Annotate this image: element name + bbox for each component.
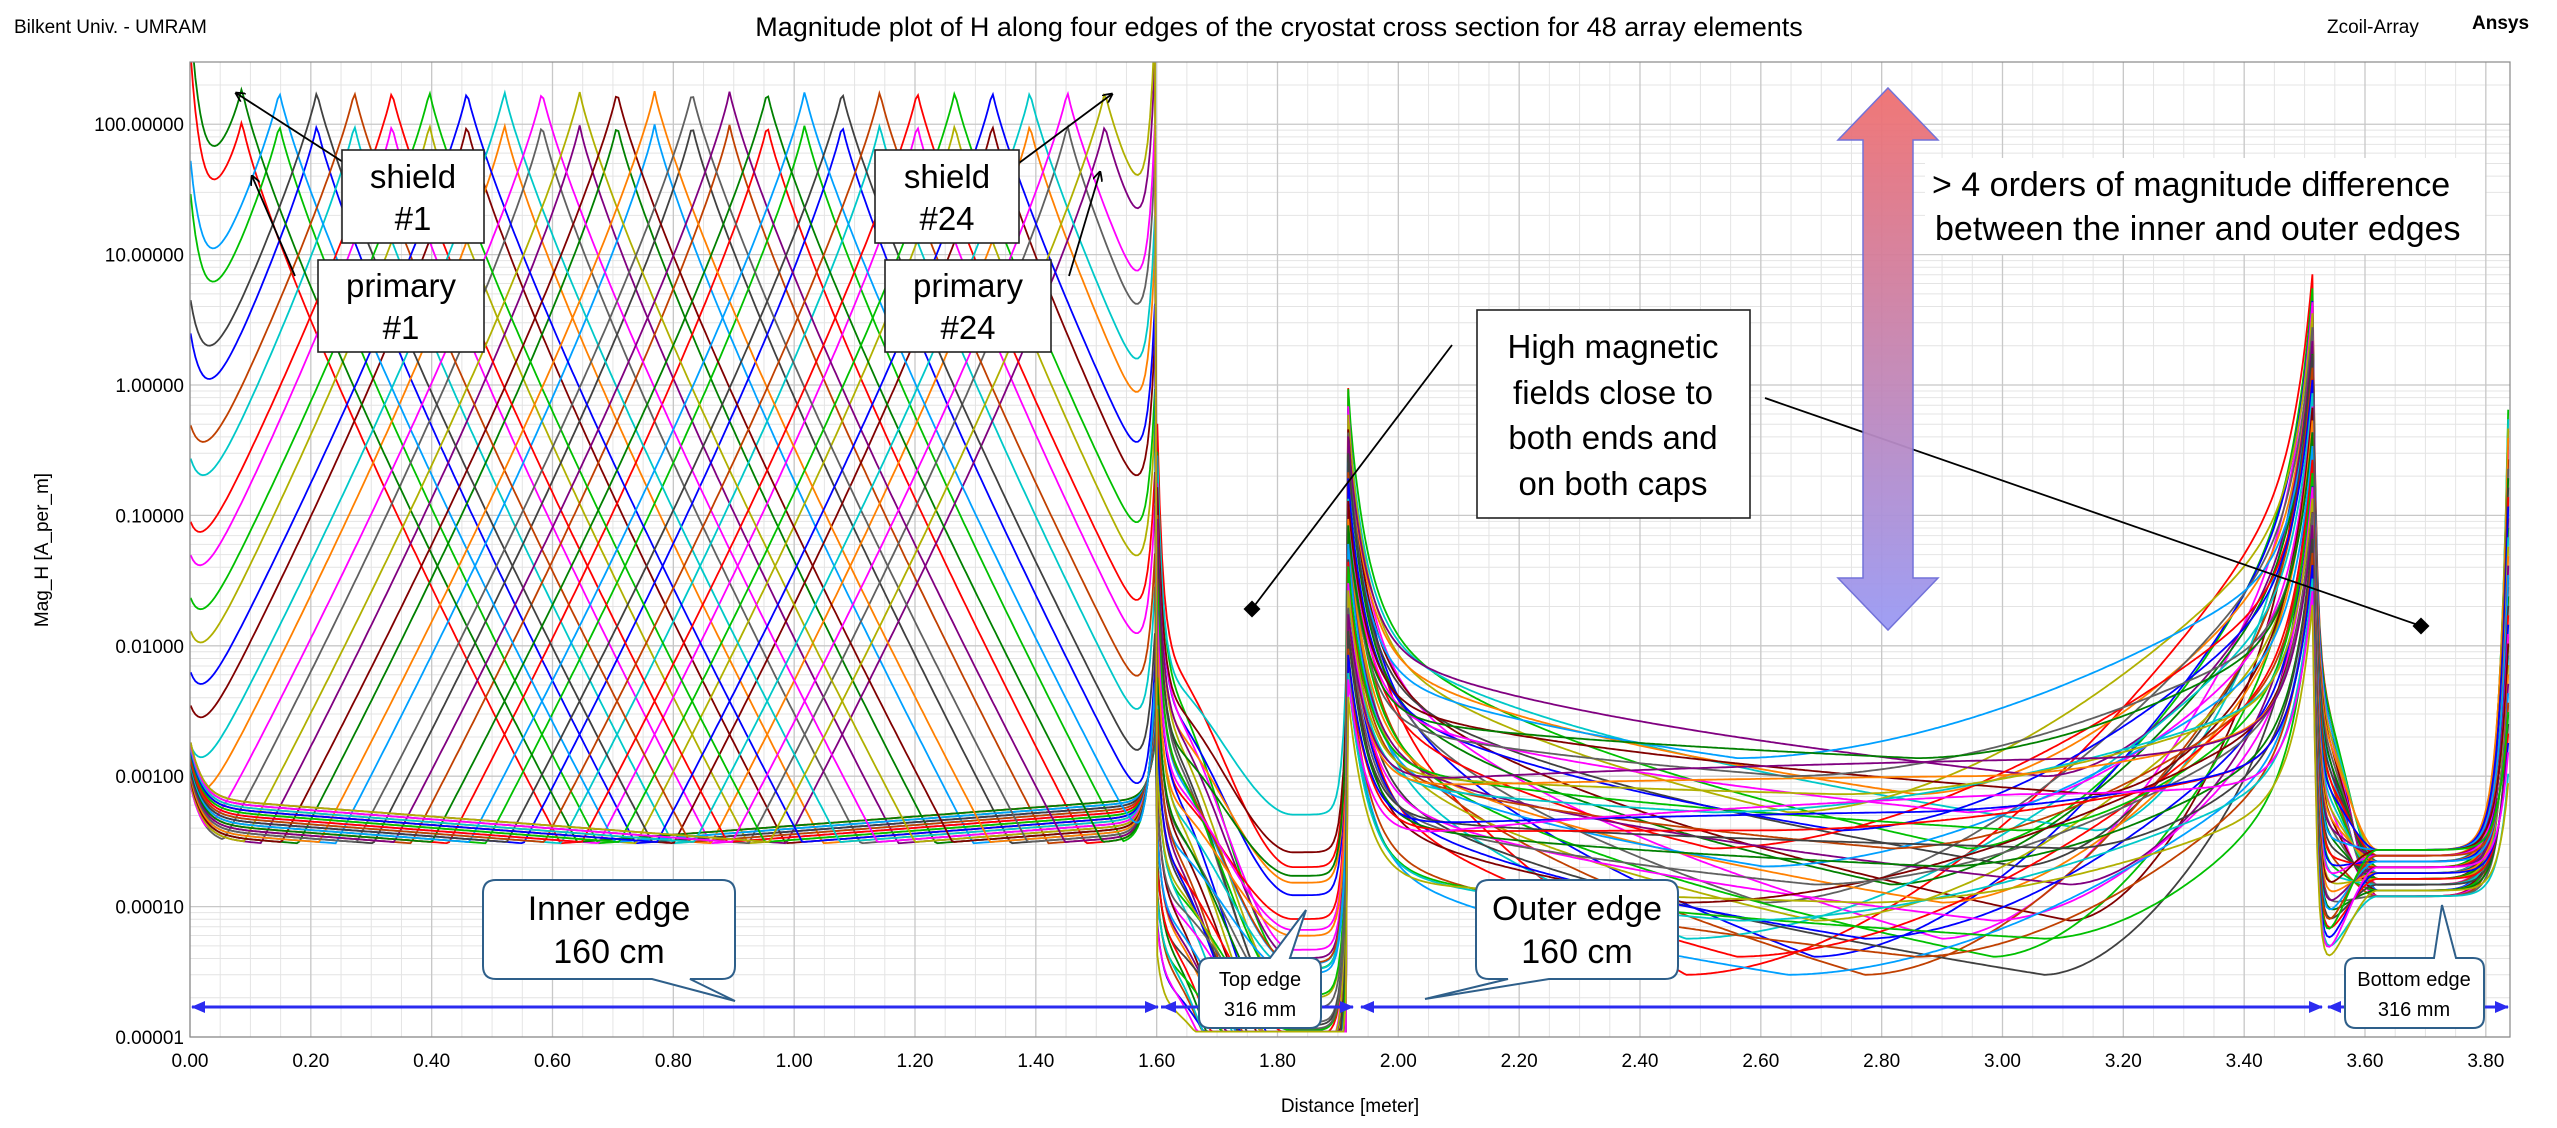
x-tick-labels: 0.00 0.20 0.40 0.60 0.80 1.00 1.20 1.40 1.60 1.80… — [172, 1051, 2505, 1072]
svg-text:#24: #24 — [940, 309, 995, 346]
high-fields-label-box: High magnetic fields close to both ends … — [1476, 309, 1751, 519]
y-axis-label: Mag_H [A_per_m] — [32, 473, 53, 627]
orders-of-magnitude-text: > 4 orders of magnitude difference betwe… — [1925, 158, 2485, 254]
header-left: Bilkent Univ. - UMRAM — [14, 17, 207, 38]
svg-text:fields close to: fields close to — [1513, 374, 1713, 411]
x-tick-label: 3.00 — [1984, 1051, 2021, 1072]
x-tick-label: 2.60 — [1742, 1051, 1779, 1072]
pointer-marker-right — [2412, 617, 2430, 635]
x-tick-label: 2.20 — [1501, 1051, 1538, 1072]
chart-title: Magnitude plot of H along four edges of … — [755, 12, 1803, 42]
brand-label: Ansys — [2472, 13, 2529, 34]
series-line — [190, 62, 2510, 1033]
x-tick-label: 2.40 — [1622, 1051, 1659, 1072]
y-tick-label: 0.10000 — [115, 506, 184, 527]
series-line — [190, 93, 2510, 1033]
header-right: Zcoil-Array — [2327, 17, 2419, 38]
svg-text:> 4 orders of magnitude differ: > 4 orders of magnitude difference — [1932, 166, 2450, 204]
series-line — [190, 90, 2510, 1033]
pointer-marker-left — [1243, 600, 1261, 618]
series-line — [190, 127, 2510, 1033]
x-tick-label: 3.80 — [2467, 1051, 2504, 1072]
svg-text:160 cm: 160 cm — [553, 933, 665, 971]
shield1-label-box: shield #1 — [341, 149, 485, 244]
bottom-edge-callout: Bottom edge 316 mm — [2344, 904, 2485, 1029]
svg-text:High magnetic: High magnetic — [1508, 328, 1719, 365]
primary1-label-box: primary #1 — [317, 259, 485, 353]
series-group — [190, 62, 2510, 1033]
y-tick-label: 10.00000 — [105, 246, 184, 267]
x-tick-label: 1.20 — [897, 1051, 934, 1072]
outer-edge-callout: Outer edge 160 cm — [1424, 879, 1679, 1000]
y-tick-label: 0.00001 — [115, 1028, 184, 1049]
x-tick-label: 2.00 — [1380, 1051, 1417, 1072]
magnitude-difference-arrow — [1836, 86, 1940, 632]
svg-text:shield: shield — [370, 158, 456, 195]
x-tick-label: 3.40 — [2226, 1051, 2263, 1072]
y-tick-label: 100.00000 — [94, 115, 184, 136]
svg-text:primary: primary — [346, 267, 457, 304]
svg-text:between the inner and outer ed: between the inner and outer edges — [1935, 210, 2461, 248]
x-tick-label: 3.20 — [2105, 1051, 2142, 1072]
svg-text:Bottom edge: Bottom edge — [2357, 969, 2470, 991]
y-tick-labels: 100.00000 10.00000 1.00000 0.10000 0.01000 0.… — [94, 115, 184, 1049]
series-line — [190, 129, 2510, 1027]
x-axis-label: Distance [meter] — [1281, 1096, 1419, 1117]
y-tick-label: 1.00000 — [115, 376, 184, 397]
shield24-label-box: shield #24 — [874, 149, 1020, 244]
svg-text:#24: #24 — [919, 200, 974, 237]
svg-text:on both caps: on both caps — [1519, 465, 1708, 502]
x-tick-label: 0.80 — [655, 1051, 692, 1072]
svg-text:shield: shield — [904, 158, 990, 195]
x-tick-label: 0.60 — [534, 1051, 571, 1072]
x-tick-label: 0.40 — [413, 1051, 450, 1072]
y-tick-label: 0.00100 — [115, 767, 184, 788]
x-tick-label: 0.20 — [292, 1051, 329, 1072]
primary24-label-box: primary #24 — [884, 259, 1052, 353]
plot-frame — [189, 61, 2511, 1038]
top-edge-callout: Top edge 316 mm — [1198, 909, 1322, 1029]
series-line — [190, 90, 2510, 1032]
series-line — [190, 123, 2510, 999]
series-line — [190, 91, 2510, 1033]
x-tick-label: 1.00 — [776, 1051, 813, 1072]
svg-text:#1: #1 — [383, 309, 420, 346]
svg-text:Inner edge: Inner edge — [528, 890, 691, 928]
svg-text:316 mm: 316 mm — [1224, 999, 1296, 1021]
series-line — [190, 92, 2510, 974]
x-tick-label: 1.80 — [1259, 1051, 1296, 1072]
svg-text:#1: #1 — [395, 200, 432, 237]
y-tick-label: 0.01000 — [115, 637, 184, 658]
svg-text:316 mm: 316 mm — [2378, 999, 2450, 1021]
x-tick-label: 0.00 — [172, 1051, 209, 1072]
x-tick-label: 2.80 — [1863, 1051, 1900, 1072]
svg-text:Outer edge: Outer edge — [1492, 890, 1662, 928]
svg-text:primary: primary — [913, 267, 1024, 304]
inner-edge-callout: Inner edge 160 cm — [482, 879, 736, 1002]
svg-text:Top edge: Top edge — [1219, 969, 1301, 991]
x-tick-label: 1.40 — [1017, 1051, 1054, 1072]
y-tick-label: 0.00010 — [115, 898, 184, 919]
x-tick-label: 3.60 — [2347, 1051, 2384, 1072]
svg-text:both ends and: both ends and — [1508, 419, 1717, 456]
x-tick-label: 1.60 — [1138, 1051, 1175, 1072]
series-line — [190, 91, 2510, 1033]
svg-text:160 cm: 160 cm — [1521, 933, 1633, 971]
